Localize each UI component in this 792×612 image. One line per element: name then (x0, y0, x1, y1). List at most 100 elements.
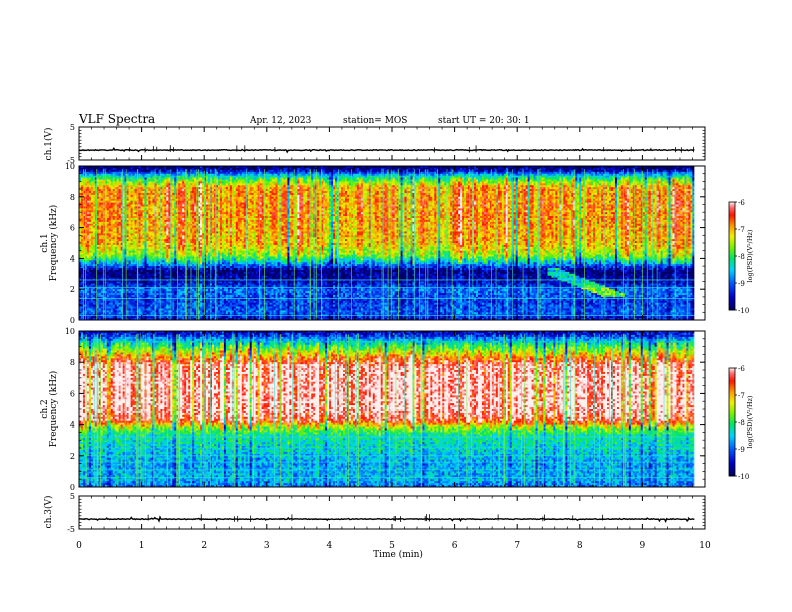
spectrogram-cell (126, 231, 129, 234)
spectrogram-cell (80, 187, 84, 190)
spectrogram-cell (82, 273, 86, 277)
spectrogram-cell (138, 221, 141, 225)
spectrogram-cell (79, 256, 82, 259)
spectrogram-cell (114, 219, 118, 223)
spectrogram-cell (126, 281, 129, 284)
spectrogram-cell (92, 177, 96, 180)
spectrogram-cell (96, 169, 100, 173)
spectrogram-cell (110, 256, 114, 259)
spectrogram-cell (130, 221, 133, 225)
spectrogram-cell (108, 264, 112, 267)
spectrogram-cell (122, 235, 126, 238)
spectrogram-cell (126, 212, 129, 215)
spectrogram-cell (88, 175, 92, 178)
spectrogram-cell (106, 169, 110, 173)
spectrogram-cell (138, 204, 141, 207)
spectrogram-cell (108, 318, 112, 321)
spectrogram-cell (114, 275, 118, 278)
spectrogram-cell (150, 179, 153, 182)
spectrogram-cell (90, 291, 94, 294)
spectrogram-cell (80, 202, 84, 205)
spectrogram-cell (116, 289, 120, 292)
spectrogram-cell (162, 243, 165, 246)
spectrogram-cell (120, 231, 124, 234)
spectrogram-cell (79, 250, 82, 253)
spectrogram-cell (98, 208, 102, 211)
spectrogram-cell (116, 275, 120, 278)
spectrogram-cell (122, 223, 126, 227)
spectrogram-cell (108, 277, 112, 280)
spectrogram-cell (102, 294, 106, 298)
spectrogram-cell (92, 185, 96, 188)
spectrogram-cell (146, 212, 149, 215)
spectrogram-cell (94, 285, 98, 288)
spectrogram-cell (114, 316, 118, 319)
spectrogram-cell (134, 208, 137, 211)
spectrogram-cell (82, 318, 86, 321)
spectrogram-cell (82, 289, 86, 292)
spectrogram-cell (88, 243, 92, 246)
spectrogram-cell (90, 252, 94, 255)
spectrogram-cell (108, 241, 112, 244)
spectrogram-cell (96, 227, 100, 230)
spectrogram-cell (182, 202, 185, 205)
spectrogram-cell (110, 192, 114, 196)
spectrogram-cell (106, 219, 110, 223)
spectrogram-cell (194, 243, 197, 246)
spectrogram-cell (118, 202, 122, 205)
spectrogram-cell (108, 177, 112, 180)
spectrogram-cell (108, 289, 112, 292)
spectrogram-cell (100, 304, 104, 307)
spectrogram-cell (98, 302, 102, 305)
spectrogram-cell (112, 275, 116, 278)
spectrogram-cell (142, 243, 145, 246)
spectrogram-cell (178, 273, 181, 277)
spectrogram-cell (100, 294, 104, 298)
spectrogram-cell (118, 310, 122, 313)
spectrogram-cell (94, 275, 98, 278)
spectrogram-cell (94, 287, 98, 290)
spectrogram-cell (100, 173, 104, 176)
spectrogram-cell (142, 227, 145, 230)
spectrogram-cell (106, 277, 110, 280)
spectrogram-cell (120, 227, 124, 230)
spectrogram-cell (90, 227, 94, 230)
spectrogram-cell (102, 239, 106, 242)
spectrogram-cell (118, 243, 122, 246)
spectrogram-cell (116, 196, 120, 200)
spectrogram-cell (118, 302, 122, 305)
spectrogram-cell (96, 212, 100, 215)
spectrogram-cell (130, 293, 133, 296)
spectrogram-cell (106, 229, 110, 232)
spectrogram-cell (94, 268, 98, 271)
spectrogram-cell (82, 316, 86, 319)
spectrogram-cell (88, 281, 92, 284)
spectrogram-cell (116, 179, 120, 182)
spectrogram-cell (178, 308, 181, 311)
spectrogram-cell (94, 306, 98, 309)
spectrogram-cell (126, 306, 129, 309)
spectrogram-cell (88, 308, 92, 311)
spectrogram-cell (130, 246, 133, 250)
spectrogram-cell (116, 208, 120, 211)
spectrogram-cell (80, 212, 84, 215)
spectrogram-cell (130, 300, 133, 304)
spectrogram-cell (100, 206, 104, 209)
spectrogram-cell (118, 262, 122, 265)
spectrogram-cell (108, 281, 112, 284)
spectrogram-cell (116, 306, 120, 309)
spectrogram-cell (92, 300, 96, 304)
spectrogram-cell (80, 308, 84, 311)
spectrogram-cell (79, 171, 82, 175)
spectrogram-cell (120, 185, 124, 188)
spectrogram-cell (86, 191, 90, 194)
spectrogram-cell (84, 269, 88, 273)
spectrogram-cell (108, 237, 112, 240)
spectrogram-cell (150, 273, 153, 277)
spectrogram-cell (94, 181, 98, 184)
spectrogram-cell (94, 273, 98, 277)
spectrogram-cell (94, 237, 98, 240)
spectrogram-cell (118, 200, 122, 203)
spectrogram-cell (98, 219, 102, 223)
spectrogram-cell (106, 173, 110, 176)
